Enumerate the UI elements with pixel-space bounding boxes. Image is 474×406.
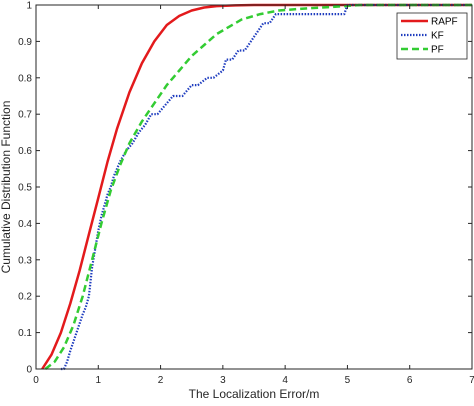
y-axis: 0 0.1 0.2 0.3 0.4 0.5 0.6 0.7 0.8 0.9 1 <box>18 1 472 376</box>
x-tick-label: 4 <box>282 375 288 386</box>
x-tick-label: 7 <box>469 375 474 386</box>
y-tick-label: 0.8 <box>18 73 32 84</box>
x-tick-label: 5 <box>345 375 351 386</box>
y-tick-label: 0.7 <box>18 110 32 121</box>
series-line-pf <box>44 3 472 370</box>
y-tick-label: 0 <box>26 365 32 376</box>
x-tick-label: 1 <box>96 375 102 386</box>
legend-label-pf: PF <box>431 45 444 56</box>
legend-items: RAPF KF PF <box>401 17 458 56</box>
y-tick-label: 0.5 <box>18 183 32 194</box>
y-tick-label: 0.6 <box>18 146 32 157</box>
legend-label-kf: KF <box>431 31 444 42</box>
y-axis-label: Cumulative Distribution Function <box>0 101 13 274</box>
y-tick-label: 0.2 <box>18 292 32 303</box>
y-tick-label: 0.4 <box>18 219 32 230</box>
y-tick-label: 1 <box>26 1 32 12</box>
legend: RAPF KF PF <box>396 12 468 60</box>
x-axis: 0 1 2 3 4 5 6 7 <box>33 5 474 386</box>
x-tick-label: 6 <box>407 375 413 386</box>
legend-label-rapf: RAPF <box>431 17 458 28</box>
y-tick-label: 0.3 <box>18 255 32 266</box>
y-tick-label: 0.1 <box>18 328 32 339</box>
x-axis-label: The Localization Error/m <box>189 387 320 401</box>
y-tick-label: 0.9 <box>18 37 32 48</box>
series-line-kf <box>60 3 472 371</box>
plot-area <box>36 5 472 369</box>
x-tick-label: 0 <box>33 375 39 386</box>
x-tick-label: 3 <box>220 375 226 386</box>
x-tick-label: 2 <box>158 375 164 386</box>
